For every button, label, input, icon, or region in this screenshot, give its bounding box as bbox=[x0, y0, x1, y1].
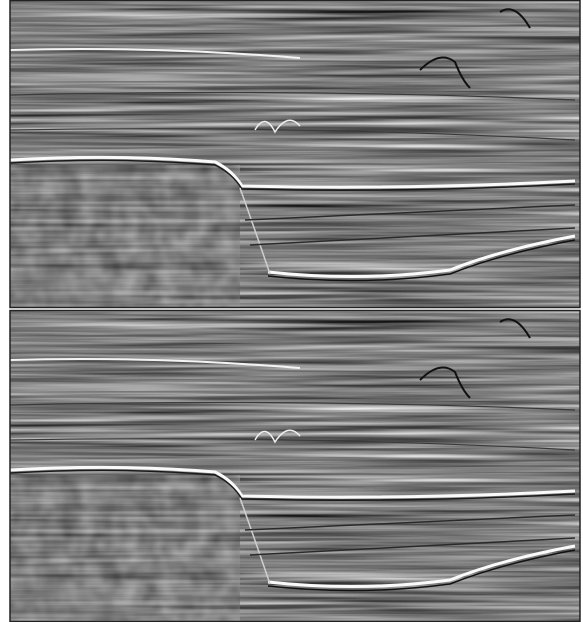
seismic-figure bbox=[0, 0, 583, 622]
page: Seismic section {} html, body { margin: … bbox=[0, 0, 583, 622]
page-body bbox=[0, 0, 583, 622]
panel-bottom bbox=[0, 310, 583, 622]
section-bottom bbox=[0, 310, 583, 622]
panel-top bbox=[0, 0, 583, 320]
section-top bbox=[0, 0, 583, 320]
